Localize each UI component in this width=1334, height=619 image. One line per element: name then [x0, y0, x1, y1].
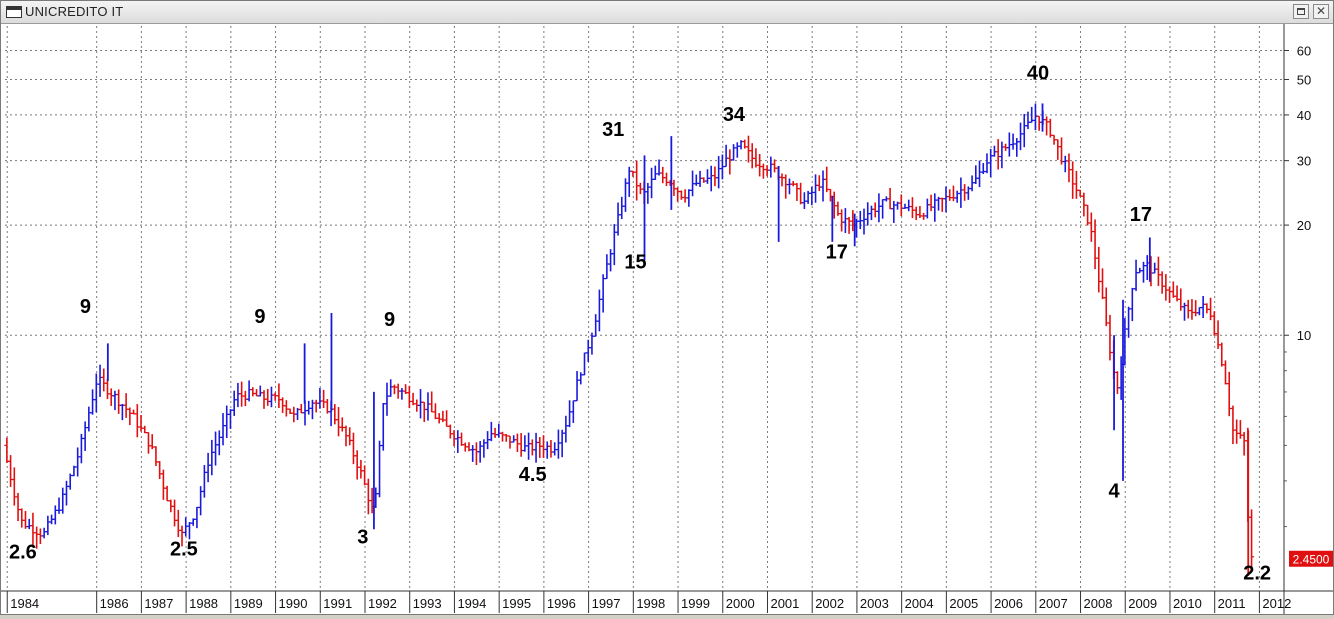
- price-annotation: 17: [1130, 204, 1152, 226]
- last-price-marker: 2.4500: [1289, 550, 1333, 567]
- y-tick-label: 50: [1297, 72, 1311, 87]
- x-tick-label: 1994: [457, 596, 486, 611]
- x-tick-label: 2007: [1039, 596, 1068, 611]
- price-annotation: 2.6: [9, 542, 37, 564]
- window-icon: [6, 6, 22, 18]
- price-annotation: 15: [624, 252, 646, 274]
- x-tick-label: 1997: [592, 596, 621, 611]
- x-tick-label: 1998: [636, 596, 665, 611]
- x-tick-label: 2004: [905, 596, 934, 611]
- price-annotation: 17: [826, 242, 848, 264]
- y-tick-label: 10: [1297, 328, 1311, 343]
- price-annotation: 34: [723, 104, 746, 126]
- price-bars: [4, 103, 1255, 576]
- x-tick-label: 1991: [323, 596, 352, 611]
- y-axis: 10 20 30 40 50 60: [1283, 24, 1311, 614]
- restore-button[interactable]: [1293, 4, 1309, 19]
- x-tick-label: 2006: [994, 596, 1023, 611]
- x-tick-label: 1989: [234, 596, 263, 611]
- price-annotation: 9: [254, 306, 265, 328]
- chart-area[interactable]: 10 20 30 40 50 60 1984 1986 1987 1988 1989 1990 199…: [1, 24, 1333, 614]
- restore-icon: [1297, 8, 1305, 15]
- x-tick-label: 2003: [860, 596, 889, 611]
- price-annotation: 2.2: [1243, 563, 1271, 585]
- x-tick-label: 1992: [368, 596, 397, 611]
- x-tick-label: 1990: [279, 596, 308, 611]
- x-tick-label: 1988: [189, 596, 218, 611]
- x-tick-label: 1984: [10, 596, 39, 611]
- y-tick-label: 30: [1297, 154, 1311, 169]
- close-button[interactable]: ✕: [1313, 4, 1329, 19]
- x-tick-label: 2012: [1262, 596, 1291, 611]
- window-title: UNICREDITO IT: [25, 4, 124, 19]
- x-tick-label: 1993: [413, 596, 442, 611]
- x-tick-label: 1986: [100, 596, 129, 611]
- x-tick-label: 2001: [770, 596, 799, 611]
- x-tick-label: 1987: [144, 596, 173, 611]
- x-axis: 1984 1986 1987 1988 1989 1990 1991 1992 1993 1994…: [1, 590, 1333, 613]
- price-annotation: 4.5: [519, 464, 547, 486]
- price-annotation: 9: [80, 296, 91, 318]
- x-tick-label: 2011: [1218, 596, 1246, 611]
- title-bar[interactable]: UNICREDITO IT ✕: [1, 1, 1333, 24]
- y-tick-label: 20: [1297, 218, 1311, 233]
- price-annotation: 40: [1027, 62, 1049, 84]
- x-tick-label: 1999: [681, 596, 710, 611]
- x-tick-label: 2000: [726, 596, 755, 611]
- price-annotation: 2.5: [170, 539, 198, 561]
- price-annotation: 9: [384, 309, 395, 331]
- chart-background: [1, 24, 1333, 614]
- x-tick-label: 2010: [1173, 596, 1202, 611]
- annotations: 2.6 9 2.5 9 3 9 4.5 31 15 34 17 40 4 17 2.2: [9, 62, 1271, 584]
- price-annotation: 31: [602, 119, 624, 141]
- x-tick-label: 2005: [949, 596, 978, 611]
- last-price-badge: [1289, 550, 1333, 567]
- y-tick-label: 60: [1297, 43, 1311, 58]
- close-icon: ✕: [1315, 4, 1327, 18]
- x-tick-label: 2009: [1128, 596, 1157, 611]
- x-tick-label: 1996: [547, 596, 576, 611]
- x-tick-label: 1995: [502, 596, 531, 611]
- x-tick-label: 2002: [815, 596, 844, 611]
- last-price-label: 2.4500: [1293, 553, 1330, 567]
- price-annotation: 4: [1109, 481, 1121, 503]
- price-chart[interactable]: 10 20 30 40 50 60 1984 1986 1987 1988 1989 1990 199…: [1, 24, 1333, 614]
- y-tick-label: 40: [1297, 108, 1311, 123]
- grid: [5, 26, 1284, 591]
- price-annotation: 3: [357, 526, 368, 548]
- x-tick-label: 2008: [1084, 596, 1113, 611]
